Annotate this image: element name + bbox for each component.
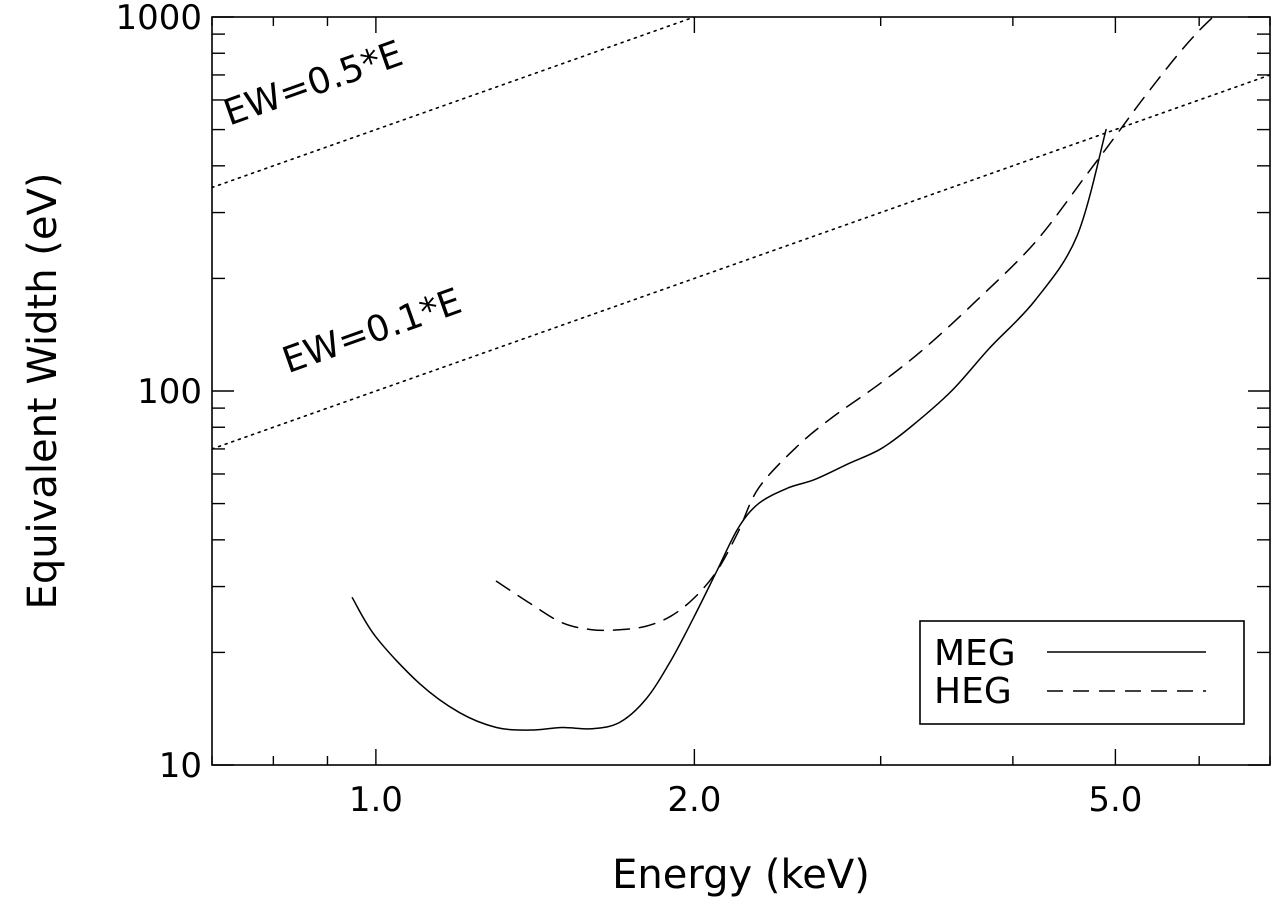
legend-box (919, 620, 1245, 725)
tick-labels: 1.0 2.0 5.0 10 100 1000 (115, 0, 1142, 820)
legend-label-heg: HEG (934, 671, 1012, 712)
x-tick-label: 2.0 (667, 780, 721, 820)
x-tick-label: 1.0 (349, 780, 403, 820)
legend: MEG HEG (919, 620, 1245, 725)
y-tick-label: 1000 (115, 0, 202, 38)
axis-ticks (211, 16, 1271, 766)
series-heg-line (495, 17, 1215, 632)
x-tick-label: 5.0 (1088, 780, 1142, 820)
y-axis-label: Equivalent Width (eV) (20, 173, 66, 610)
y-tick-label: 10 (159, 746, 202, 786)
y-tick-label: 100 (137, 372, 202, 412)
x-axis-label: Energy (keV) (612, 852, 870, 898)
series-ew-0-1-e-line (212, 74, 1270, 450)
legend-label-meg: MEG (934, 633, 1016, 674)
annotation-label: EW=0.1*E (277, 281, 467, 382)
series-layer (212, 17, 1270, 731)
annotation-label: EW=0.5*E (219, 33, 409, 134)
annotation-layer: EW=0.5*E EW=0.1*E (219, 33, 467, 381)
series-ew-0-5-e-line (212, 17, 697, 189)
